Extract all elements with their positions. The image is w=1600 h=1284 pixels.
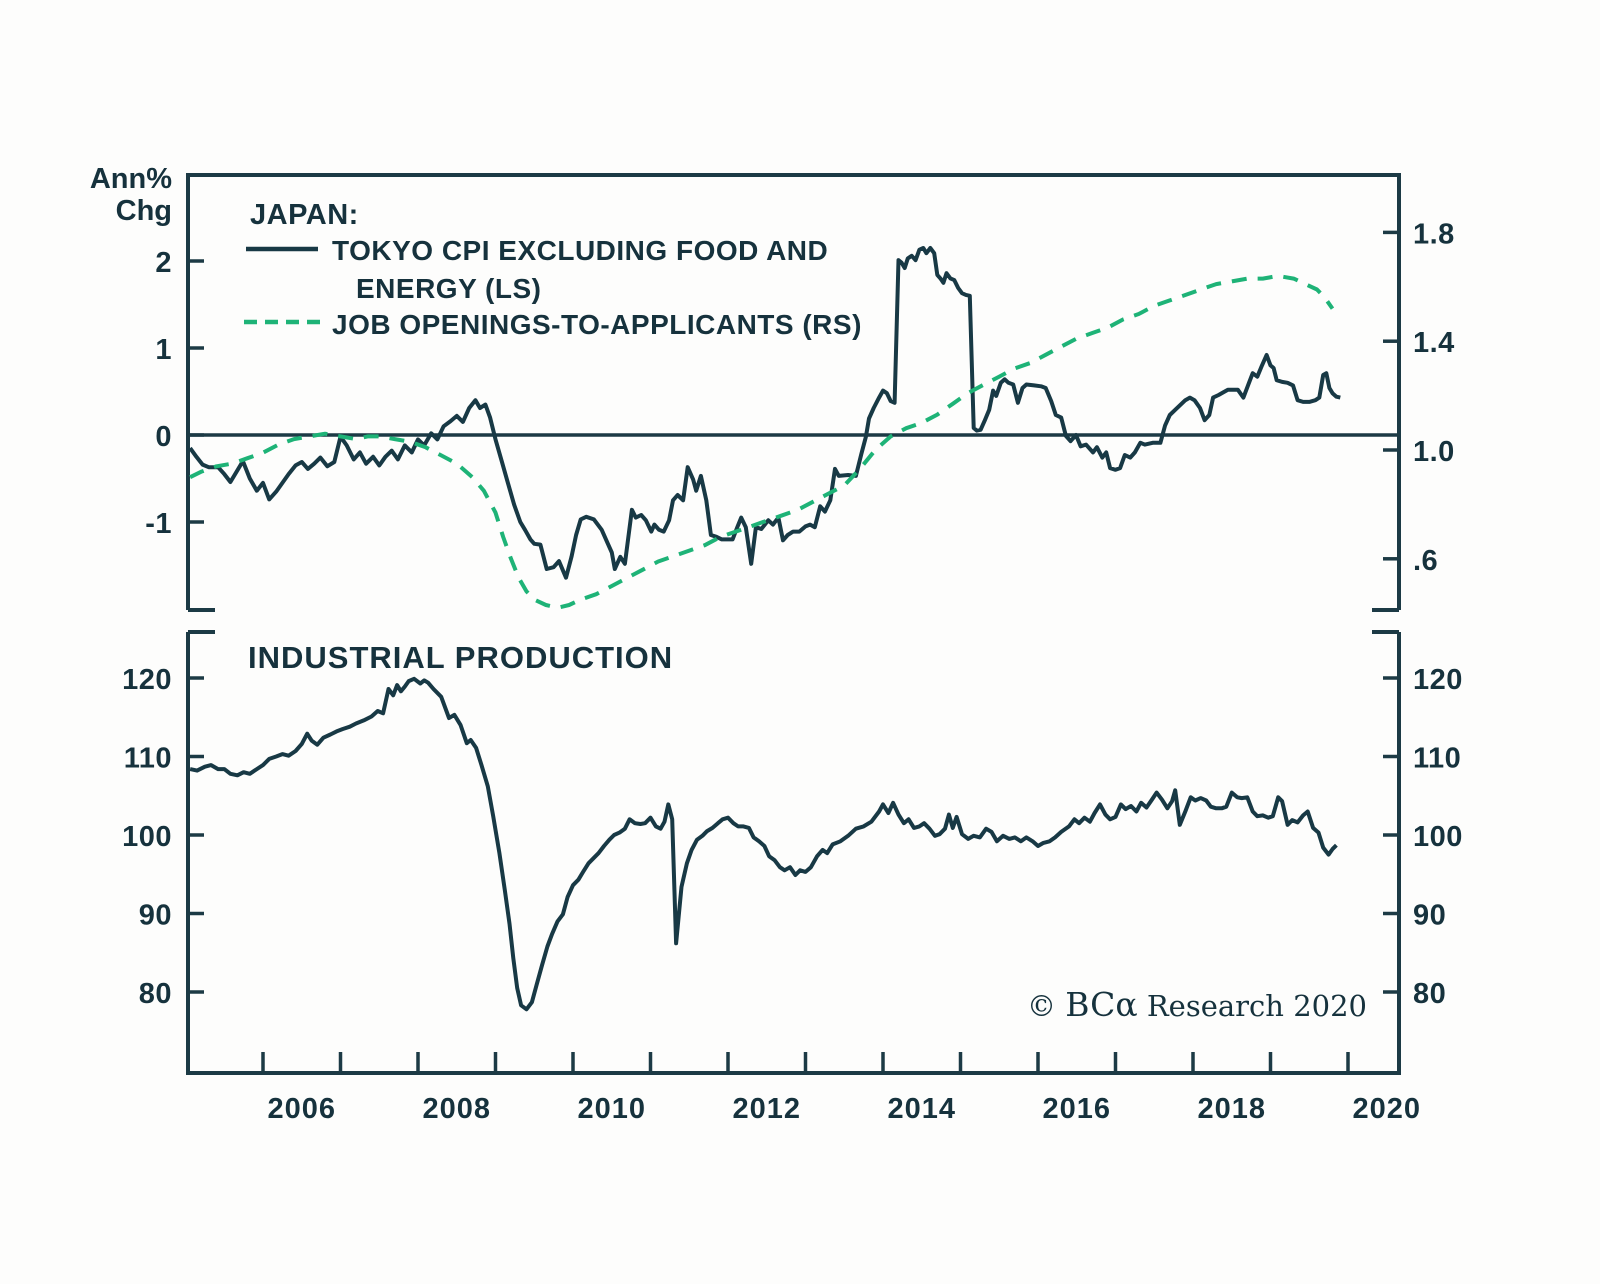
axis-unit-line2: Chg (116, 195, 172, 227)
year-label-2008: 2008 (422, 1093, 491, 1125)
tick-label-90: 90 (139, 900, 172, 932)
top-panel: 2 1 0 -1 1.8 1.4 1.0 .6 (145, 173, 1455, 612)
tick-label-1.0: 1.0 (1413, 436, 1455, 468)
tick-label-110: 110 (1413, 743, 1461, 775)
year-label-2018: 2018 (1197, 1093, 1266, 1125)
industrial-production-series-line (189, 676, 1338, 1012)
year-label-2006: 2006 (267, 1093, 336, 1125)
tick-label-100: 100 (1413, 821, 1463, 853)
legend-cpi-label-line2: ENERGY (LS) (356, 273, 541, 304)
year-label-2016: 2016 (1042, 1093, 1111, 1125)
tick-label-1.4: 1.4 (1413, 327, 1455, 359)
cpi-series-line (188, 246, 1341, 580)
top-left-ticks: 2 1 0 -1 (145, 247, 204, 540)
left-axis-unit: Ann% Chg (90, 163, 172, 227)
tick-label-1: 1 (155, 334, 172, 366)
tick-label-.6: .6 (1413, 545, 1438, 577)
copyright: © BCα Research 2020 (1027, 985, 1367, 1024)
bottom-left-ticks: 120 110 100 90 80 (122, 664, 204, 1010)
year-label-2014: 2014 (887, 1093, 956, 1125)
bottom-panel-border (186, 632, 1401, 1075)
bottom-panel: 120 110 100 90 80 120 110 100 90 80 INDUSTRIAL P… (122, 630, 1463, 1075)
legend-cpi-label-line1: TOKYO CPI EXCLUDING FOOD AND (332, 235, 828, 266)
tick-label-80: 80 (1413, 978, 1446, 1010)
legend: JAPAN: TOKYO CPI EXCLUDING FOOD AND ENER… (244, 199, 862, 340)
x-axis-ticks (261, 1052, 1350, 1073)
job-openings-series-line (189, 273, 1335, 610)
tick-label-2: 2 (155, 247, 172, 279)
bottom-right-ticks: 120 110 100 90 80 (1383, 664, 1463, 1010)
bottom-panel-title: INDUSTRIAL PRODUCTION (248, 640, 673, 675)
legend-jta-label: JOB OPENINGS-TO-APPLICANTS (RS) (332, 309, 862, 340)
year-label-2012: 2012 (732, 1093, 801, 1125)
tick-label-120: 120 (1413, 664, 1463, 696)
tick-label-1.8: 1.8 (1413, 218, 1455, 250)
tick-label-0: 0 (155, 421, 172, 453)
tick-label-100: 100 (122, 821, 172, 853)
tick-label-90: 90 (1413, 900, 1446, 932)
year-label-2020: 2020 (1352, 1093, 1421, 1125)
tick-label--1: -1 (145, 508, 172, 540)
year-label-2010: 2010 (577, 1093, 646, 1125)
x-axis-labels: 2006 2008 2010 2012 2014 2016 2018 2020 (267, 1093, 1421, 1125)
tick-label-120: 120 (122, 664, 172, 696)
top-right-ticks: 1.8 1.4 1.0 .6 (1383, 218, 1455, 577)
axis-unit-line1: Ann% (90, 163, 172, 195)
legend-heading: JAPAN: (250, 199, 359, 231)
tick-label-80: 80 (139, 978, 172, 1010)
tick-label-110: 110 (124, 743, 172, 775)
top-panel-border (186, 173, 1401, 610)
